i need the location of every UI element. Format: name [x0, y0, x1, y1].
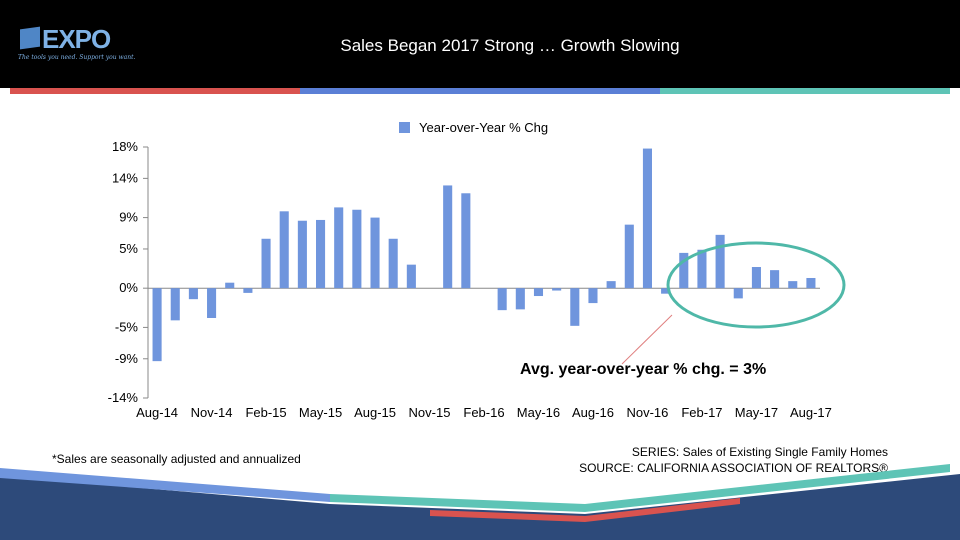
x-tick-label: May-17 [735, 405, 778, 420]
x-tick-label: Nov-15 [409, 405, 451, 420]
bar-Sep-15 [388, 238, 398, 289]
chart-legend: Year-over-Year % Chg [399, 120, 548, 135]
stripe-blue [300, 88, 660, 94]
logo-tagline: The tools you need. Support you want. [18, 54, 136, 61]
bar-Apr-15 [297, 220, 307, 289]
highlight-ellipse [666, 241, 846, 329]
footer-decoration [0, 464, 960, 540]
x-tick-label: May-15 [299, 405, 342, 420]
bar-May-16 [533, 288, 544, 297]
y-tick-label: -14% [108, 390, 139, 405]
bar-Dec-15 [443, 185, 453, 289]
x-tick-label: Feb-17 [681, 405, 722, 420]
y-tick-label: 14% [112, 170, 138, 185]
x-tick-label: Feb-16 [463, 405, 504, 420]
y-tick-label: -5% [115, 319, 139, 334]
x-tick-label: May-16 [517, 405, 560, 420]
bar-Apr-16 [515, 288, 525, 310]
bar-Sep-16 [606, 281, 616, 289]
bar-Aug-17 [806, 277, 816, 289]
bar-Jan-15 [243, 288, 253, 293]
legend-label: Year-over-Year % Chg [419, 120, 548, 135]
bar-Oct-16 [624, 224, 634, 289]
bar-Nov-14 [207, 288, 217, 318]
bar-Dec-16 [661, 288, 671, 294]
legend-swatch [399, 122, 410, 133]
stripe-red [10, 88, 300, 94]
bar-Mar-17 [715, 234, 725, 289]
x-tick-label: Nov-14 [191, 405, 233, 420]
bar-series [152, 148, 816, 362]
expo-logo: EXPO The tools you need. Support you wan… [18, 22, 135, 70]
y-tick-label: 18% [112, 139, 138, 154]
bar-Oct-15 [406, 264, 416, 289]
y-axis: 18% 14% 9% 5% 0% -5% -9% -14% [108, 139, 149, 405]
bar-Mar-16 [497, 288, 507, 311]
bar-Jan-17 [679, 252, 689, 289]
y-tick-label: -9% [115, 351, 139, 366]
logo-text: EXPO [42, 24, 111, 54]
bar-chart: Year-over-Year % Chg 18% 14% 9% 5% 0% -5% -9% -… [108, 120, 846, 420]
bar-May-17 [751, 267, 761, 289]
annotation-leader-line [621, 314, 673, 365]
footer-teal-stripe [330, 464, 950, 512]
y-tick-label: 0% [119, 280, 138, 295]
bar-Feb-15 [261, 238, 271, 289]
bar-Feb-17 [697, 249, 707, 289]
bar-Dec-14 [225, 282, 235, 289]
x-tick-label: Feb-15 [245, 405, 286, 420]
x-tick-label: Aug-16 [572, 405, 614, 420]
bar-Jul-15 [352, 209, 362, 289]
footnote: *Sales are seasonally adjusted and annua… [52, 452, 301, 466]
bar-Jun-15 [334, 207, 344, 289]
x-tick-label: Aug-15 [354, 405, 396, 420]
footer-blue-stripe [0, 468, 330, 502]
source-block: SERIES: Sales of Existing Single Family … [579, 444, 888, 476]
bar-Jul-16 [570, 288, 580, 326]
x-tick-label: Nov-16 [626, 405, 668, 420]
x-axis: Aug-14 Nov-14 Feb-15 May-15 Aug-15 Nov-15 Feb-… [136, 287, 832, 420]
header-bar: EXPO The tools you need. Support you wan… [0, 0, 960, 88]
flag-icon [20, 26, 40, 50]
bar-May-15 [316, 219, 326, 289]
bar-Jan-16 [461, 193, 471, 289]
average-annotation: Avg. year-over-year % chg. = 3% [520, 361, 767, 378]
bar-Aug-14 [152, 288, 162, 362]
stripe-teal [660, 88, 950, 94]
y-tick-label: 9% [119, 210, 138, 225]
slide-title: Sales Began 2017 Strong … Growth Slowing [340, 36, 680, 55]
bar-Sep-14 [170, 288, 180, 321]
x-tick-label: Aug-14 [136, 405, 178, 420]
bar-Apr-17 [733, 288, 743, 299]
x-tick-label: Aug-17 [790, 405, 832, 420]
footer-red-stripe [430, 498, 740, 522]
bar-Mar-15 [279, 211, 289, 289]
bar-Oct-14 [188, 288, 198, 300]
bar-Aug-15 [370, 217, 380, 289]
bar-Jun-16 [552, 288, 562, 291]
bar-Nov-16 [642, 148, 652, 289]
series-label: SERIES: Sales of Existing Single Family … [631, 445, 888, 459]
bar-Jul-17 [788, 281, 798, 289]
y-tick-label: 5% [119, 241, 138, 256]
bar-Aug-16 [588, 288, 598, 304]
bar-Jun-17 [770, 270, 780, 289]
source-label: SOURCE: CALIFORNIA ASSOCIATION OF REALTO… [579, 461, 888, 475]
footer-navy-band [0, 474, 960, 540]
